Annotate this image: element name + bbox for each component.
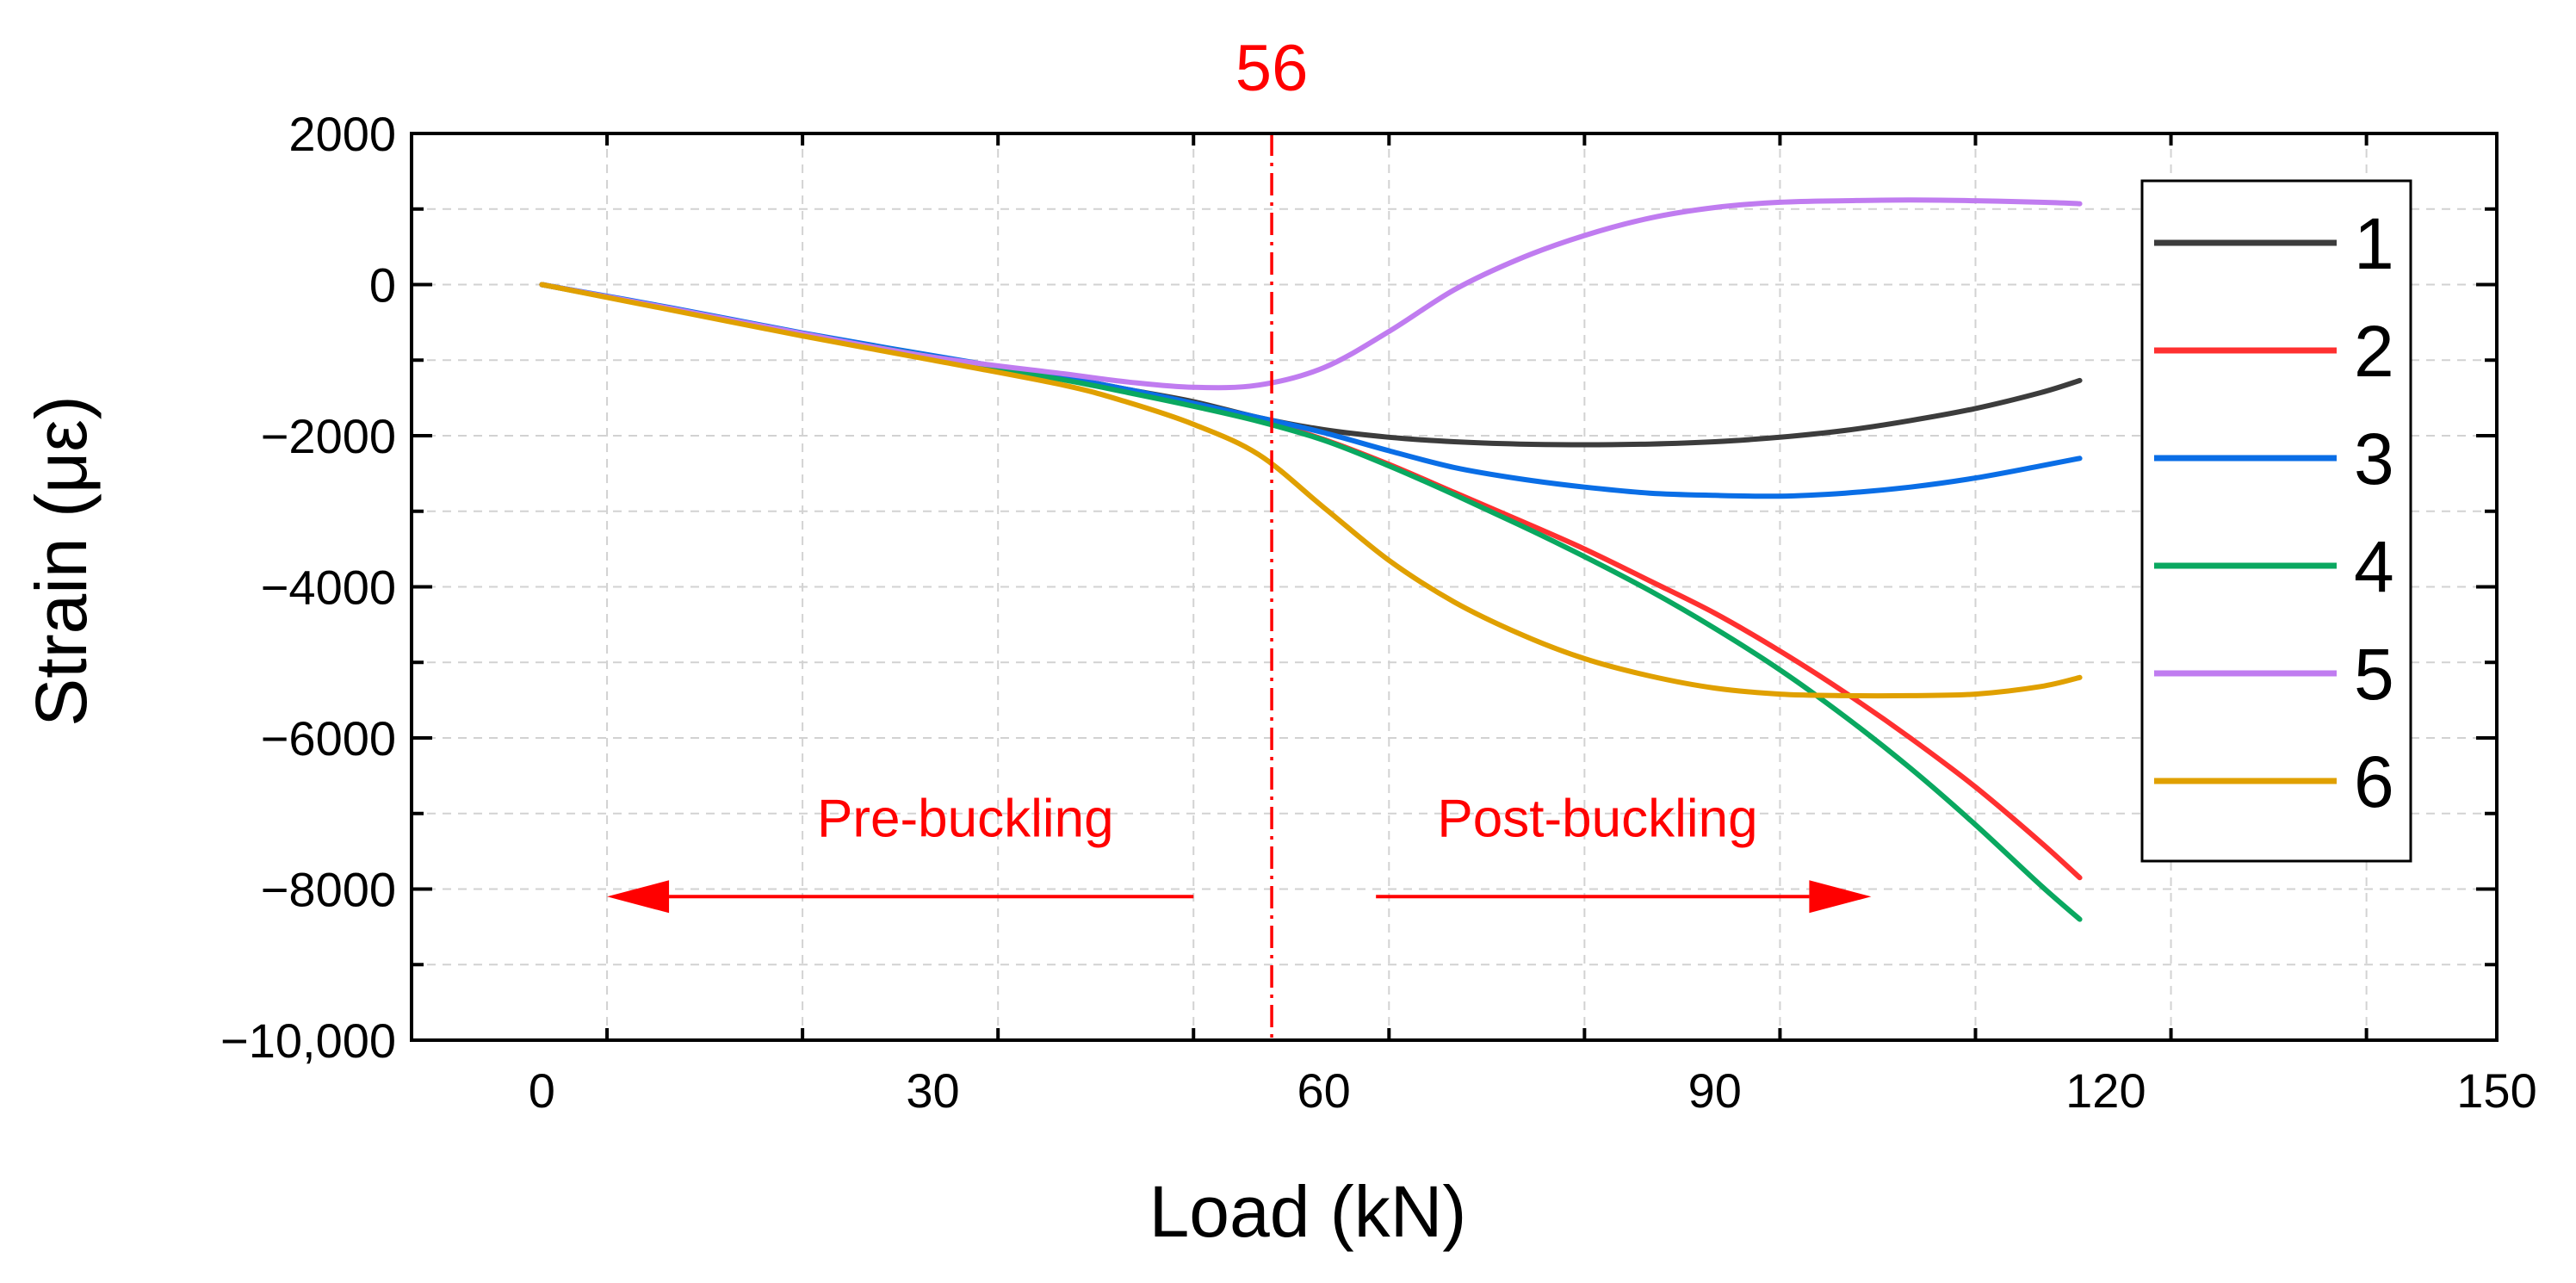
y-tick-label: −4000 bbox=[261, 561, 396, 615]
x-tick-label: 0 bbox=[529, 1063, 555, 1118]
y-tick-label: −8000 bbox=[261, 863, 396, 917]
axis-ticks: 0 30 60 90 120 150 2000 0 −2000 −4000 −6000 −8000 −1… bbox=[220, 107, 2537, 1118]
x-tick-label: 120 bbox=[2065, 1063, 2146, 1118]
y-axis-title: Strain (με) bbox=[21, 395, 102, 727]
x-tick-label: 150 bbox=[2456, 1063, 2536, 1118]
legend-box bbox=[2140, 179, 2412, 863]
legend-label-2: 2 bbox=[2354, 311, 2394, 392]
legend: 1 2 3 4 5 6 bbox=[2140, 179, 2412, 863]
legend-label-5: 5 bbox=[2354, 634, 2394, 715]
y-tick-label: −10,000 bbox=[220, 1013, 396, 1068]
series-line-6 bbox=[539, 282, 2083, 699]
post-buckling-label: Post-buckling bbox=[1437, 789, 1757, 848]
x-axis-title: Load (kN) bbox=[1149, 1171, 1467, 1252]
x-tick-label: 90 bbox=[1688, 1063, 1742, 1118]
pre-buckling-label: Pre-buckling bbox=[817, 789, 1114, 848]
legend-label-1: 1 bbox=[2354, 203, 2394, 284]
x-tick-label: 60 bbox=[1297, 1063, 1350, 1118]
legend-label-3: 3 bbox=[2354, 418, 2394, 499]
y-tick-label: −2000 bbox=[261, 409, 396, 463]
y-tick-label: 0 bbox=[369, 258, 396, 313]
series-lines bbox=[539, 197, 2083, 922]
y-tick-label: −6000 bbox=[261, 711, 396, 765]
post-buckling-arrow-head bbox=[1809, 880, 1872, 914]
legend-label-6: 6 bbox=[2354, 741, 2394, 822]
buckling-load-label: 56 bbox=[1235, 32, 1309, 105]
pre-buckling-arrow-head bbox=[607, 880, 670, 914]
x-tick-label: 30 bbox=[906, 1063, 959, 1118]
legend-label-4: 4 bbox=[2354, 526, 2394, 607]
annotations bbox=[607, 133, 1872, 1040]
y-tick-label: 2000 bbox=[288, 107, 396, 161]
